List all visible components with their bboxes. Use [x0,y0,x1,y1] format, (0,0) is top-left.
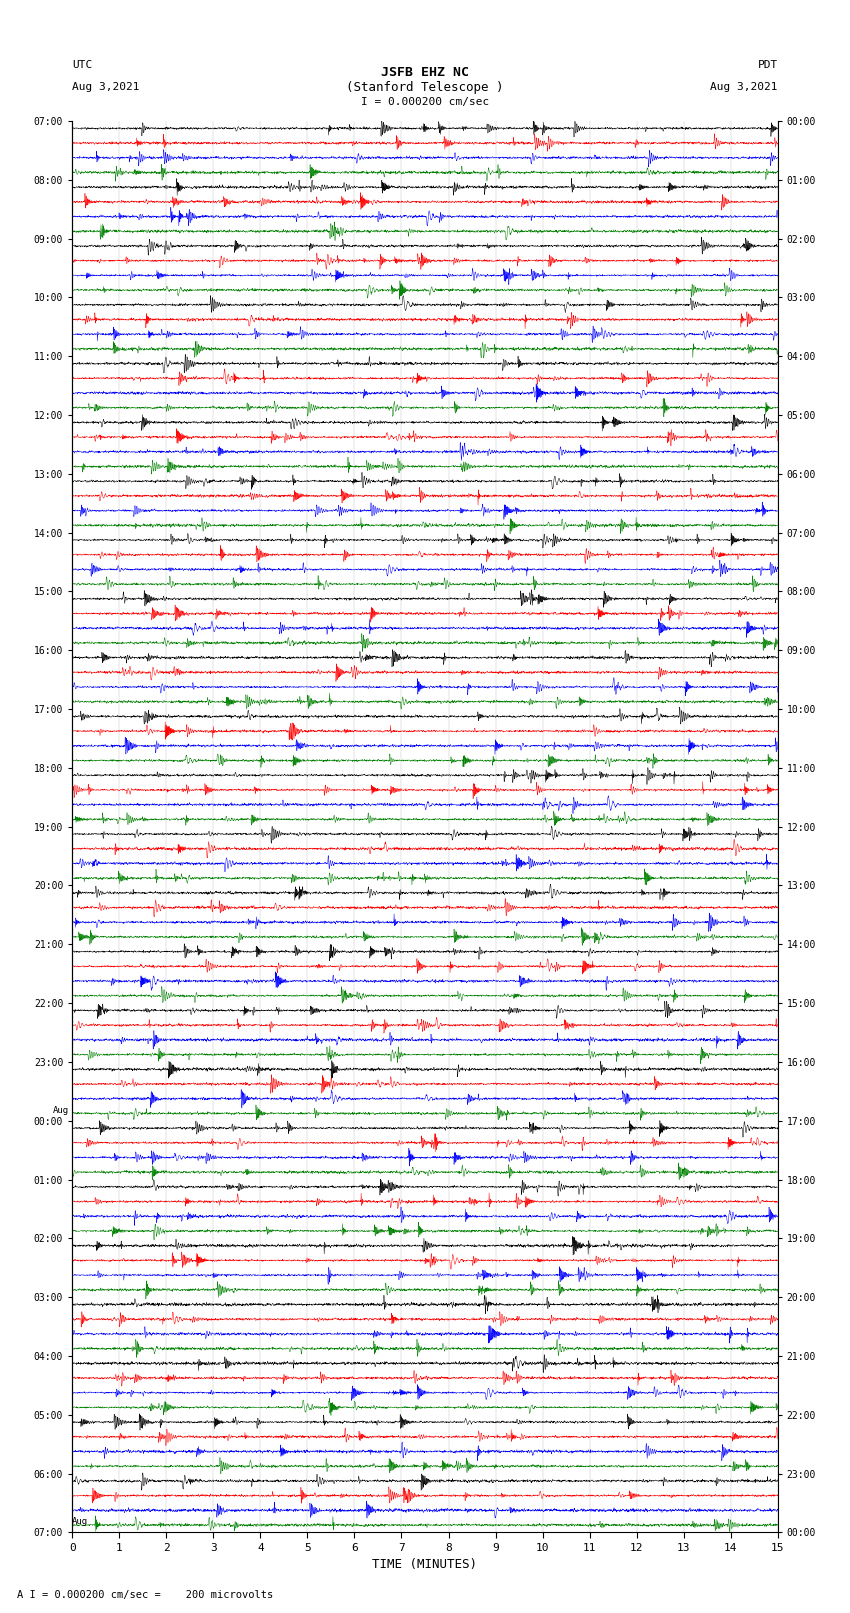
Text: Aug: Aug [72,1518,88,1526]
Text: A I = 0.000200 cm/sec =    200 microvolts: A I = 0.000200 cm/sec = 200 microvolts [17,1590,273,1600]
Text: PDT: PDT [757,60,778,69]
Text: Aug 3,2021: Aug 3,2021 [711,82,778,92]
Text: Aug: Aug [53,1105,69,1115]
Text: I = 0.000200 cm/sec: I = 0.000200 cm/sec [361,97,489,108]
X-axis label: TIME (MINUTES): TIME (MINUTES) [372,1558,478,1571]
Text: JSFB EHZ NC: JSFB EHZ NC [381,66,469,79]
Text: (Stanford Telescope ): (Stanford Telescope ) [346,81,504,94]
Text: UTC: UTC [72,60,93,69]
Text: Aug 3,2021: Aug 3,2021 [72,82,139,92]
